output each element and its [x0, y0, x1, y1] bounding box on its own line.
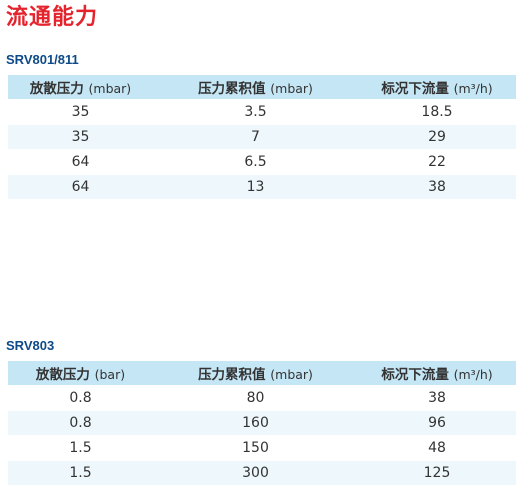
- table-header-row: 放散压力 (mbar) 压力累积值 (mbar) 标况下流量 (m³/h): [8, 75, 516, 100]
- header-label: 压力累积值: [198, 81, 266, 97]
- header-label: 放散压力: [35, 367, 90, 383]
- header-cell-accumulated-pressure: 压力累积值 (mbar): [153, 363, 358, 383]
- table-cell: 22: [428, 154, 446, 170]
- header-cell-relief-pressure: 放散压力 (bar): [8, 363, 153, 383]
- header-cell-standard-flow: 标况下流量 (m³/h): [358, 363, 516, 383]
- table-cell: 7: [251, 129, 260, 145]
- header-cell-standard-flow: 标况下流量 (m³/h): [358, 77, 516, 97]
- flow-table-srv801-811: 放散压力 (mbar) 压力累积值 (mbar) 标况下流量 (m³/h) 35…: [8, 75, 516, 200]
- table-cell: 80: [246, 390, 265, 406]
- header-label: 标况下流量: [381, 367, 449, 383]
- table-cell: 38: [428, 179, 446, 195]
- header-unit: (m³/h): [453, 81, 493, 96]
- table-row: 0.8 80 38: [8, 386, 516, 411]
- table-cell: 125: [423, 465, 451, 481]
- table-cell: 1.5: [69, 465, 92, 481]
- header-cell-relief-pressure: 放散压力 (mbar): [8, 77, 153, 97]
- table-cell: 300: [242, 465, 269, 481]
- header-unit: (bar): [94, 367, 126, 382]
- header-label: 压力累积值: [198, 367, 266, 383]
- table-cell: 1.5: [69, 440, 92, 456]
- table-cell: 150: [242, 440, 269, 456]
- table-row: 64 13 38: [8, 175, 516, 200]
- table-cell: 29: [428, 129, 446, 145]
- table-row: 35 3.5 18.5: [8, 100, 516, 125]
- table-cell: 160: [242, 415, 269, 431]
- table-cell: 6.5: [244, 154, 267, 170]
- table-cell: 64: [71, 154, 90, 170]
- table-cell: 96: [428, 415, 446, 431]
- table-row: 1.5 300 125: [8, 461, 516, 486]
- table-cell: 13: [246, 179, 265, 195]
- header-unit: (m³/h): [453, 367, 493, 382]
- section-title-srv803: SRV803: [6, 338, 55, 353]
- header-label: 放散压力: [29, 81, 84, 97]
- table-row: 35 7 29: [8, 125, 516, 150]
- table-row: 0.8 160 96: [8, 411, 516, 436]
- header-label: 标况下流量: [381, 81, 449, 97]
- page-title: 流通能力: [6, 5, 99, 30]
- table-cell: 48: [428, 440, 446, 456]
- header-cell-accumulated-pressure: 压力累积值 (mbar): [153, 77, 358, 97]
- header-unit: (mbar): [88, 81, 132, 96]
- header-unit: (mbar): [270, 367, 313, 382]
- table-cell: 0.8: [69, 390, 92, 406]
- table-header-row: 放散压力 (bar) 压力累积值 (mbar) 标况下流量 (m³/h): [8, 361, 516, 386]
- table-row: 1.5 150 48: [8, 436, 516, 461]
- table-cell: 38: [428, 390, 446, 406]
- header-unit: (mbar): [270, 81, 313, 96]
- table-cell: 18.5: [421, 104, 453, 120]
- table-cell: 64: [71, 179, 90, 195]
- table-cell: 35: [71, 129, 90, 145]
- table-cell: 0.8: [69, 415, 92, 431]
- flow-table-srv803: 放散压力 (bar) 压力累积值 (mbar) 标况下流量 (m³/h) 0.8…: [8, 361, 516, 486]
- table-cell: 3.5: [244, 104, 267, 120]
- table-row: 64 6.5 22: [8, 150, 516, 175]
- table-cell: 35: [71, 104, 90, 120]
- section-title-srv801-811: SRV801/811: [6, 52, 79, 67]
